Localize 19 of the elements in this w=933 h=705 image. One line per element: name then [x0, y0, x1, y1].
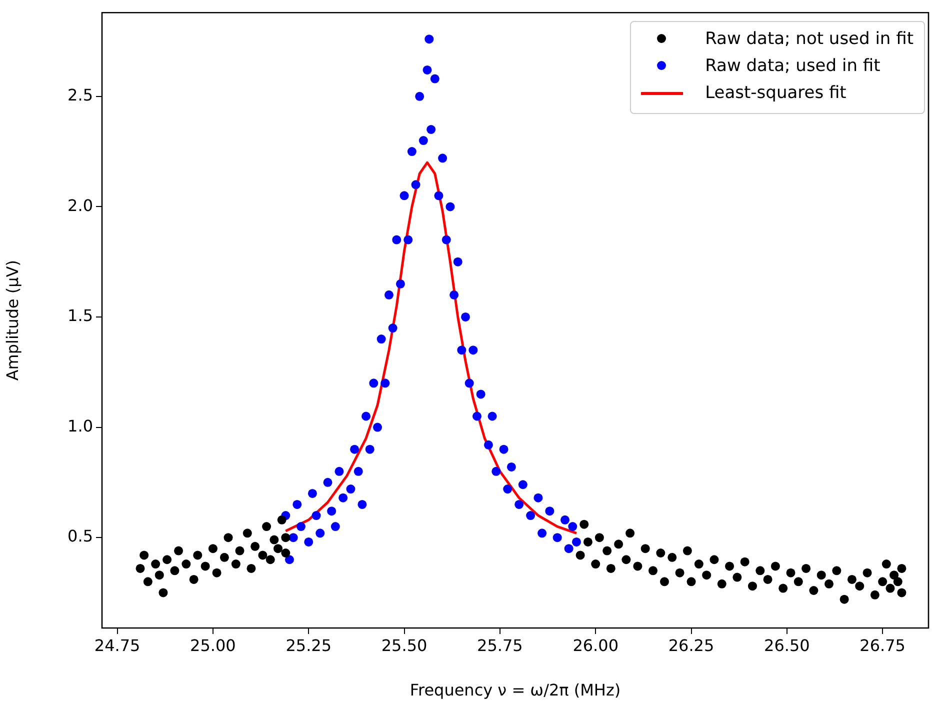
- y-axis-title: Amplitude (μV): [2, 260, 22, 381]
- x-tick-label: 26.25: [668, 636, 714, 655]
- x-tick-label: 25.50: [381, 636, 428, 655]
- x-tick-label: 25.75: [477, 636, 523, 655]
- y-tick-label: 0.5: [68, 526, 93, 546]
- x-tick-label: 24.75: [94, 636, 140, 655]
- y-tick-label: 2.5: [68, 86, 93, 105]
- x-tick-label: 26.50: [764, 636, 810, 655]
- y-tick-label: 1.5: [68, 306, 93, 326]
- y-tick-label: 1.0: [68, 416, 93, 436]
- x-tick-label: 26.00: [572, 636, 619, 655]
- legend-label: Least-squares fit: [705, 83, 846, 104]
- x-axis-title: Frequency ν = ω/2π (MHz): [410, 680, 621, 700]
- x-tick-label: 26.75: [860, 636, 906, 655]
- y-tick-label: 2.0: [68, 196, 93, 215]
- legend-label: Raw data; not used in fit: [705, 29, 914, 50]
- legend-label: Raw data; used in fit: [705, 56, 880, 76]
- x-tick-label: 25.25: [286, 636, 332, 655]
- x-tick-label: 25.00: [190, 636, 236, 655]
